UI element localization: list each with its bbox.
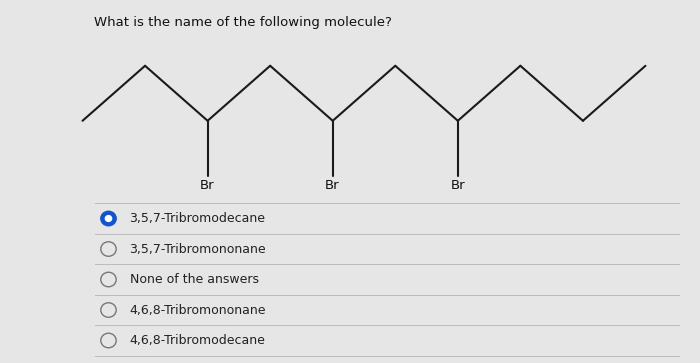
Text: 4,6,8-Tribromodecane: 4,6,8-Tribromodecane	[130, 334, 265, 347]
Text: Br: Br	[200, 179, 215, 192]
Text: None of the answers: None of the answers	[130, 273, 258, 286]
Text: 3,5,7-Tribromodecane: 3,5,7-Tribromodecane	[130, 212, 265, 225]
Text: Br: Br	[450, 179, 465, 192]
Text: Br: Br	[326, 179, 340, 192]
Text: 4,6,8-Tribromononane: 4,6,8-Tribromononane	[130, 303, 266, 317]
Text: 3,5,7-Tribromononane: 3,5,7-Tribromononane	[130, 242, 266, 256]
Text: What is the name of the following molecule?: What is the name of the following molecu…	[94, 16, 393, 29]
